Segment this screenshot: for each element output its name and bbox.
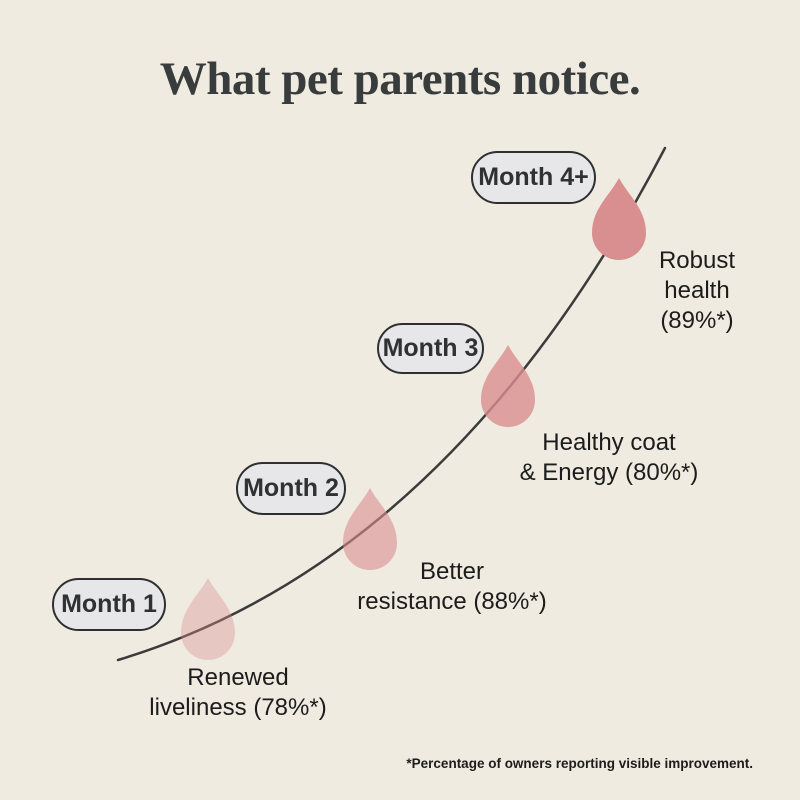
footnote: *Percentage of owners reporting visible …: [406, 756, 753, 771]
benefit-label-month-3: Healthy coat & Energy (80%*): [519, 429, 699, 486]
month-pill-2: Month 2: [236, 462, 346, 515]
page-title: What pet parents notice.: [159, 53, 641, 105]
benefit-label-month-2: Better resistance (88%*): [357, 558, 547, 615]
benefit-label-month-1: Renewed liveliness (78%*): [149, 664, 327, 721]
benefit-label-month-4: Robust health (89%*): [658, 247, 736, 334]
droplet-icon-month-2: [343, 488, 397, 570]
trend-curve: [116, 146, 667, 662]
droplet-icon-month-3: [481, 345, 535, 427]
droplet-icon-month-4: [592, 178, 646, 260]
month-pill-1: Month 1: [52, 578, 166, 631]
droplets-group: [181, 178, 646, 660]
droplet-icon-month-1: [181, 578, 235, 660]
month-pill-4: Month 4+: [471, 151, 596, 204]
month-pill-3: Month 3: [377, 323, 484, 374]
